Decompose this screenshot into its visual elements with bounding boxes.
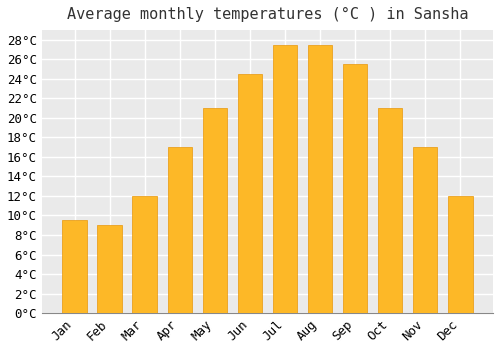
Bar: [308, 45, 332, 313]
Bar: [132, 196, 157, 313]
Bar: [62, 220, 87, 313]
Bar: [413, 147, 438, 313]
Title: Average monthly temperatures (°C ) in Sansha: Average monthly temperatures (°C ) in Sa…: [66, 7, 468, 22]
Bar: [98, 225, 122, 313]
Bar: [343, 64, 367, 313]
Bar: [238, 74, 262, 313]
Bar: [202, 108, 227, 313]
Bar: [448, 196, 472, 313]
Bar: [272, 45, 297, 313]
Bar: [378, 108, 402, 313]
Bar: [168, 147, 192, 313]
